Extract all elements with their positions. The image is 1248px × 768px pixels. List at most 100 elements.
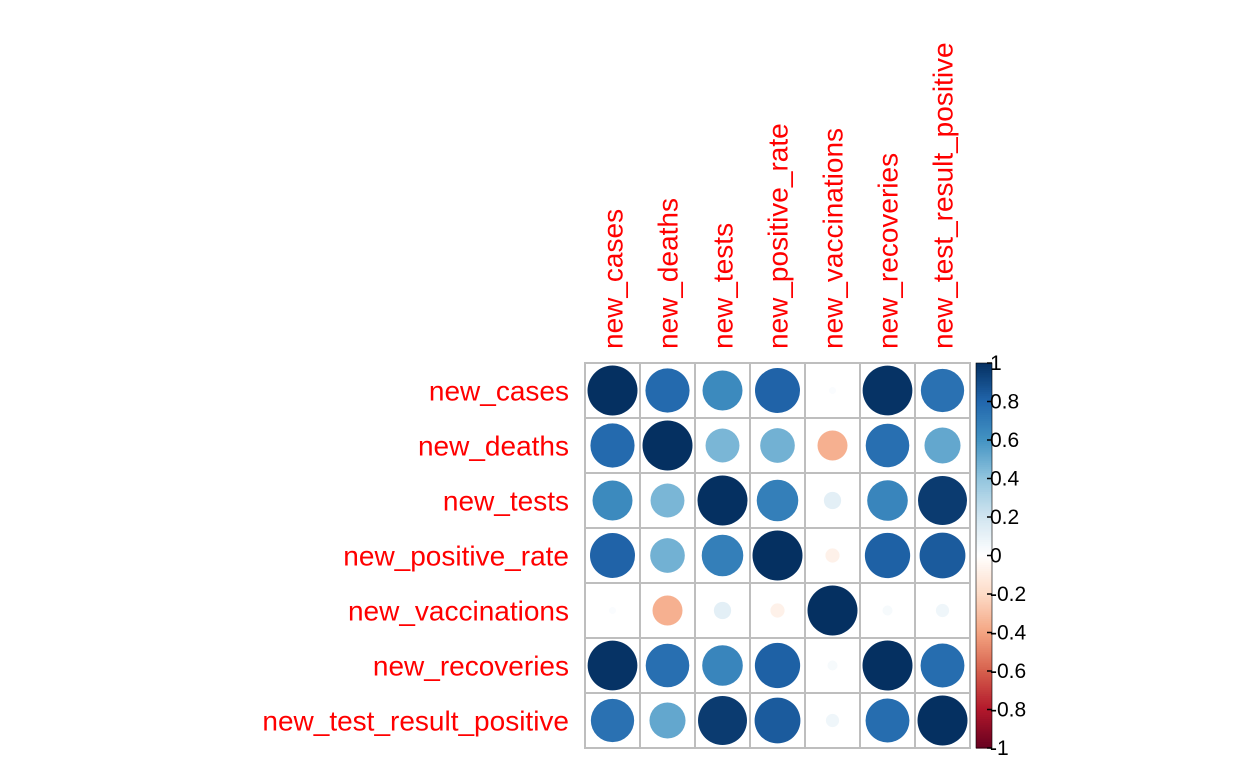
- colorbar-band: [976, 536, 992, 539]
- colorbar-band: [976, 628, 992, 632]
- row-label-new_cases: new_cases: [429, 376, 569, 407]
- colorbar-band: [976, 397, 992, 401]
- colorbar-band: [976, 364, 992, 368]
- colorbar-band: [976, 445, 992, 449]
- colorbar-band: [976, 503, 992, 507]
- corr-circle-new_deaths-new_cases: [590, 423, 635, 468]
- colorbar-band: [976, 644, 992, 647]
- corr-circle-new_recoveries-new_test_result_positive: [920, 643, 965, 688]
- colorbar-band: [976, 580, 992, 584]
- colorbar-band: [976, 711, 992, 714]
- colorbar-band: [976, 638, 992, 641]
- corr-circle-new_tests-new_tests: [697, 475, 748, 526]
- colorbar-band: [976, 609, 992, 612]
- colorbar-band: [976, 507, 992, 510]
- colorbar-band: [976, 688, 992, 691]
- colorbar-band: [976, 665, 992, 668]
- colorbar-band: [976, 428, 992, 431]
- colorbar-band: [976, 724, 992, 728]
- colorbar-band: [976, 657, 992, 661]
- colorbar-band: [976, 426, 992, 430]
- colorbar-tick-label: 1: [990, 352, 1002, 375]
- colorbar-band: [976, 376, 992, 379]
- colorbar-band: [976, 434, 992, 437]
- colorbar-band: [976, 586, 992, 589]
- corr-circle-new_vaccinations-new_positive_rate: [770, 603, 785, 618]
- colorbar-band: [976, 605, 992, 609]
- corr-circle-new_recoveries-new_deaths: [645, 643, 690, 688]
- corr-circle-new_tests-new_vaccinations: [823, 491, 842, 510]
- colorbar-band: [976, 468, 992, 472]
- colorbar-band: [976, 449, 992, 453]
- colorbar-band: [976, 576, 992, 580]
- colorbar-band: [976, 422, 992, 426]
- colorbar-band: [976, 543, 992, 547]
- colorbar-band: [976, 522, 992, 526]
- colorbar-band: [976, 438, 992, 441]
- corr-circle-new_positive_rate-new_vaccinations: [825, 548, 840, 563]
- corr-circle-new_positive_rate-new_test_result_positive: [919, 532, 966, 579]
- colorbar-band: [976, 692, 992, 695]
- colorbar-band: [976, 617, 992, 620]
- colorbar-band: [976, 395, 992, 399]
- colorbar-band: [976, 490, 992, 493]
- colorbar-tick-label: -0.6: [990, 660, 1026, 683]
- colorbar-band: [976, 472, 992, 476]
- colorbar-band: [976, 663, 992, 666]
- colorbar-band: [976, 680, 992, 684]
- colorbar-band: [976, 582, 992, 585]
- corr-circle-new_recoveries-new_vaccinations: [827, 660, 838, 671]
- corr-circle-new_tests-new_test_result_positive: [918, 476, 967, 525]
- colorbar-band: [976, 480, 992, 483]
- colorbar-band: [976, 378, 992, 381]
- colorbar-band: [976, 659, 992, 662]
- corr-circle-new_cases-new_recoveries: [862, 365, 913, 416]
- colorbar-band: [976, 719, 992, 722]
- colorbar-band: [976, 567, 992, 570]
- column-labels: new_cases new_deaths new_tests new_positive…: [598, 42, 959, 349]
- colorbar-band: [976, 501, 992, 505]
- colorbar-band: [976, 440, 992, 443]
- colorbar-band: [976, 597, 992, 601]
- colorbar-band: [976, 441, 992, 445]
- colorbar-band: [976, 726, 992, 730]
- colorbar-band: [976, 671, 992, 674]
- colorbar-band: [976, 470, 992, 474]
- colorbar-band: [976, 678, 992, 682]
- grid-cell: [914, 417, 971, 474]
- colorbar-band: [976, 642, 992, 645]
- colorbar-band: [976, 707, 992, 711]
- colorbar-tick-label: 0.2: [990, 506, 1019, 529]
- colorbar-band: [976, 413, 992, 416]
- corr-circle-new_vaccinations-new_tests: [713, 601, 732, 620]
- colorbar-band: [976, 517, 992, 520]
- colorbar-band: [976, 478, 992, 482]
- colorbar-band: [976, 484, 992, 487]
- colorbar-band: [976, 607, 992, 610]
- corr-circle-new_test_result_positive-new_positive_rate: [754, 697, 801, 744]
- colorbar-band: [976, 738, 992, 741]
- colorbar-band: [976, 549, 992, 553]
- corr-circle-new_vaccinations-new_test_result_positive: [935, 603, 950, 618]
- colorbar-band: [976, 669, 992, 672]
- colorbar-band: [976, 640, 992, 643]
- corr-circle-new_positive_rate-new_tests: [701, 534, 744, 577]
- colorbar-band: [976, 728, 992, 732]
- colorbar-band: [976, 653, 992, 657]
- colorbar-band: [976, 407, 992, 410]
- colorbar-band: [976, 651, 992, 655]
- colorbar-band: [976, 611, 992, 614]
- colorbar-band: [976, 399, 992, 403]
- colorbar-band: [976, 732, 992, 736]
- corr-circle-new_cases-new_test_result_positive: [920, 368, 965, 413]
- corr-circle-new_positive_rate-new_recoveries: [864, 532, 911, 579]
- colorbar-band: [976, 388, 992, 391]
- colorbar-band: [976, 459, 992, 462]
- colorbar-band: [976, 594, 992, 597]
- colorbar-band: [976, 382, 992, 385]
- colorbar-band: [976, 528, 992, 532]
- corr-circle-new_recoveries-new_tests: [702, 645, 743, 686]
- colorbar-band: [976, 632, 992, 636]
- corr-circle-new_deaths-new_test_result_positive: [924, 427, 961, 464]
- corr-circle-new_tests-new_deaths: [650, 483, 685, 518]
